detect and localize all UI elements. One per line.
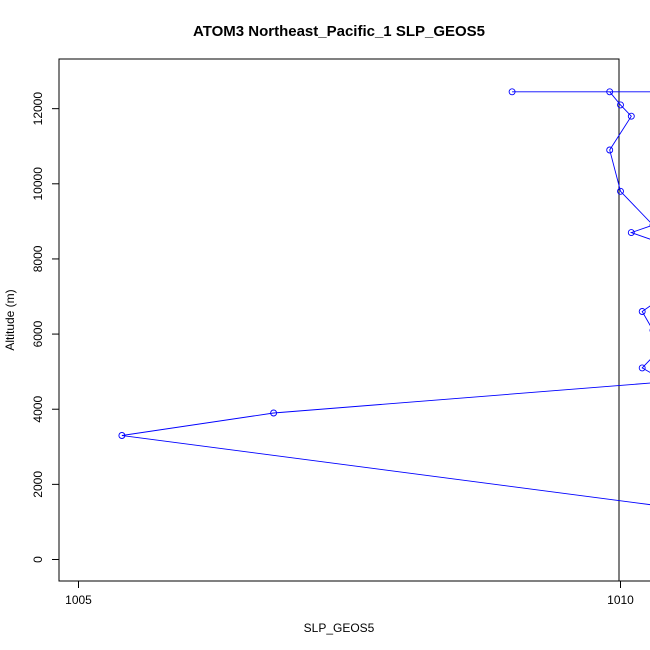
data-point xyxy=(627,112,635,120)
data-point xyxy=(606,146,614,154)
y-tick-label: 4000 xyxy=(31,396,45,423)
series-line xyxy=(121,382,650,506)
y-axis-label: Altitude (m) xyxy=(3,289,17,350)
x-axis: 100510101015102010251030 xyxy=(65,580,650,607)
y-tick-label: 8000 xyxy=(31,245,45,272)
data-point xyxy=(638,364,646,372)
data-point xyxy=(606,88,614,96)
plot-frame xyxy=(58,58,620,582)
y-axis: 0 2000 4000 6000 8000 10000 12000 xyxy=(31,92,60,563)
y-tick-label: 6000 xyxy=(31,320,45,347)
y-tick-label: 12000 xyxy=(31,92,45,126)
data-point xyxy=(118,432,126,439)
data-point xyxy=(627,229,635,237)
y-tick-label: 10000 xyxy=(31,167,45,201)
series-2 xyxy=(118,382,650,506)
data-point xyxy=(638,308,646,315)
y-tick-label: 2000 xyxy=(31,471,45,498)
series-layer xyxy=(118,88,650,506)
y-tick-label: 0 xyxy=(31,556,45,563)
data-point xyxy=(617,187,624,195)
data-point xyxy=(508,88,516,96)
data-point xyxy=(617,101,624,109)
x-tick-label: 1005 xyxy=(65,593,92,607)
series-line xyxy=(512,91,650,373)
x-tick-label: 1010 xyxy=(607,593,634,607)
series-1 xyxy=(508,88,650,373)
x-axis-label: SLP_GEOS5 xyxy=(304,621,375,635)
data-point xyxy=(270,409,278,417)
chart-title: ATOM3 Northeast_Pacific_1 SLP_GEOS5 xyxy=(193,23,485,40)
